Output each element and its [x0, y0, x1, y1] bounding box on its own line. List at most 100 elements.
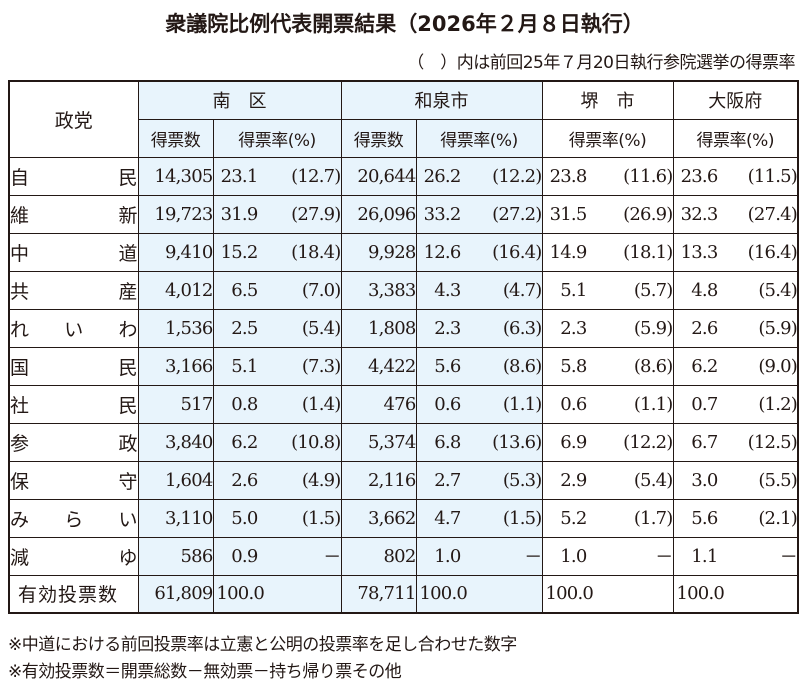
previous-rate: (11.5): [747, 165, 797, 187]
previous-rate: (16.4): [747, 241, 797, 263]
current-rate: 2.7: [434, 469, 461, 491]
rate-cell: 13.3 (16.4): [672, 232, 799, 272]
current-rate: 3.0: [691, 469, 718, 491]
party-char: 保: [10, 470, 30, 493]
rate-cell: 23.1 (12.7): [212, 156, 342, 196]
current-rate: 1.0: [560, 545, 587, 567]
footnotes: ※中道における前回投票率は立憲と公明の投票率を足し合わせた数字 ※有効投票数＝開…: [8, 632, 517, 686]
current-rate: 4.8: [691, 279, 718, 301]
current-rate: 26.2: [423, 165, 462, 187]
total-label: 有効投票数: [8, 574, 139, 614]
previous-rate: (12.2): [623, 431, 673, 453]
rate-cell: 23.8 (11.6): [541, 156, 674, 196]
current-rate: 2.6: [231, 469, 258, 491]
party-char: 共: [10, 280, 30, 303]
minami-votes: 1,536: [137, 308, 214, 348]
current-rate: 0.6: [434, 393, 461, 415]
current-rate: 2.6: [691, 317, 718, 339]
izumi-votes: 3,383: [340, 270, 417, 310]
party-char: れ: [10, 318, 30, 341]
table-row: 中道 9,410 15.2 (18.4) 9,928 12.6 (16.4) 14.9 (18.…: [8, 232, 799, 272]
current-rate: 5.0: [231, 507, 258, 529]
current-rate: 6.2: [231, 431, 258, 453]
current-rate: 13.3: [680, 241, 719, 263]
sakai-total-rate: 100.0: [541, 574, 674, 614]
current-rate: 5.6: [434, 355, 461, 377]
previous-rate: (1.5): [301, 507, 341, 529]
current-rate: 23.8: [549, 165, 588, 187]
table-row: 社民 517 0.8 (1.4) 476 0.6 (1.1) 0.6 (1.1) 0.7 (1.2): [8, 384, 799, 424]
header-row-columns: 得票数 得票率(%) 得票数 得票率(%) 得票率(%) 得票率(%): [9, 118, 799, 158]
table-row: 減ゆ 586 0.9 － 802 1.0 － 1.0 － 1.1 －: [8, 536, 799, 576]
current-rate: 0.8: [231, 393, 258, 415]
party-char: 政: [118, 432, 138, 455]
region-header-sakai: 堺 市: [541, 80, 674, 120]
rate-cell: 26.2 (12.2): [415, 156, 543, 196]
party-char: 社: [10, 394, 30, 417]
col-header-osaka-rate: 得票率(%): [672, 118, 799, 158]
party-char: 守: [118, 470, 138, 493]
rate-cell: 15.2 (18.4): [212, 232, 342, 272]
table-row: 国民 3,166 5.1 (7.3) 4,422 5.6 (8.6) 5.8 (8.6) 6.2(…: [8, 346, 799, 386]
rate-cell: 5.2 (1.7): [541, 498, 674, 538]
col-header-izumi-votes: 得票数: [340, 118, 417, 158]
current-rate: 14.9: [549, 241, 588, 263]
current-rate: 5.2: [560, 507, 587, 529]
previous-rate: (4.7): [502, 279, 542, 301]
previous-rate: (1.2): [758, 393, 797, 415]
previous-rate: (13.6): [492, 431, 542, 453]
region-header-osaka: 大阪府: [672, 80, 799, 120]
party-char: 自: [10, 166, 30, 189]
previous-rate: (5.9): [633, 317, 673, 339]
rate-cell: 2.7 (5.3): [415, 460, 543, 500]
rate-cell: 5.6 (8.6): [415, 346, 543, 386]
current-rate: 4.3: [434, 279, 461, 301]
izumi-votes: 1,808: [340, 308, 417, 348]
current-rate: 0.9: [231, 545, 258, 567]
party-char: 参: [10, 432, 30, 455]
previous-rate: (8.6): [633, 355, 673, 377]
party-name: 中道: [8, 232, 139, 272]
izumi-votes: 5,374: [340, 422, 417, 462]
rate-cell: 5.0 (1.5): [212, 498, 342, 538]
party-name: 参政: [8, 422, 139, 462]
table-row: 自民 14,305 23.1 (12.7) 20,644 26.2 (12.2) 23.8 (1…: [8, 156, 799, 196]
party-char: わ: [118, 318, 138, 341]
party-char: 減: [10, 546, 30, 569]
party-char: ゆ: [118, 546, 138, 569]
party-char: 国: [10, 356, 30, 379]
previous-rate: (16.4): [492, 241, 542, 263]
minami-votes: 3,110: [137, 498, 214, 538]
previous-rate: (12.7): [291, 165, 341, 187]
rate-cell: 5.1 (5.7): [541, 270, 674, 310]
current-rate: 6.5: [231, 279, 258, 301]
rate-cell: 32.3 (27.4): [672, 194, 799, 234]
rate-cell: 1.0 －: [415, 536, 543, 576]
previous-rate: (18.1): [623, 241, 673, 263]
izumi-total-rate: 100.0: [415, 574, 543, 614]
rate-cell: 4.8 (5.4): [672, 270, 799, 310]
izumi-total-votes: 78,711: [340, 574, 417, 614]
col-header-sakai-rate: 得票率(%): [541, 118, 674, 158]
rate-cell: 0.9 －: [212, 536, 342, 576]
rate-cell: 1.0 －: [541, 536, 674, 576]
previous-rate: (9.0): [758, 355, 797, 377]
previous-rate: (12.5): [747, 431, 797, 453]
party-char: み: [10, 508, 30, 531]
party-name: 自民: [8, 156, 139, 196]
previous-rate: (10.8): [291, 431, 341, 453]
current-rate: 5.1: [560, 279, 587, 301]
party-name: 減ゆ: [8, 536, 139, 576]
page-title: 衆議院比例代表開票結果（2026年２月８日執行）: [165, 12, 644, 36]
rate-cell: 6.5 (7.0): [212, 270, 342, 310]
rate-cell: 23.6 (11.5): [672, 156, 799, 196]
party-char: 中: [10, 242, 30, 265]
current-rate: 15.2: [220, 241, 259, 263]
rate-cell: 4.3 (4.7): [415, 270, 543, 310]
current-rate: 0.7: [691, 393, 718, 415]
party-name: 国民: [8, 346, 139, 386]
previous-rate: (8.6): [502, 355, 542, 377]
previous-rate: (7.3): [301, 355, 341, 377]
party-char: 維: [10, 204, 30, 227]
izumi-votes: 476: [340, 384, 417, 424]
